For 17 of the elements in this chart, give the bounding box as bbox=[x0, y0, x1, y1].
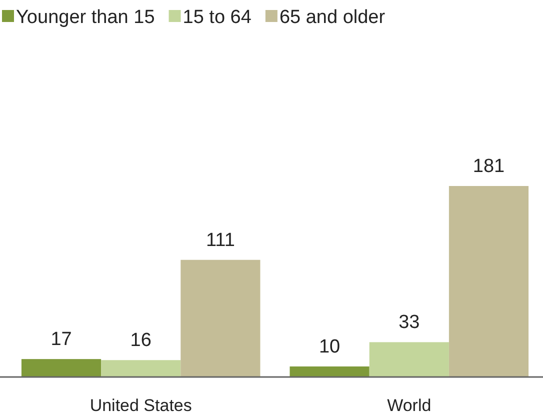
bar bbox=[290, 366, 370, 377]
data-label: 16 bbox=[130, 330, 152, 352]
legend-label: 15 to 64 bbox=[182, 7, 252, 28]
data-label: 33 bbox=[398, 312, 420, 334]
data-label: 111 bbox=[206, 230, 235, 251]
legend-label: 65 and older bbox=[279, 7, 386, 28]
data-label: 10 bbox=[318, 336, 340, 358]
x-tick-label: World bbox=[387, 396, 432, 415]
bar bbox=[448, 186, 529, 377]
bar bbox=[180, 260, 260, 377]
x-tick-label: United States bbox=[90, 396, 192, 415]
data-label: 17 bbox=[50, 329, 72, 350]
bar bbox=[101, 360, 181, 377]
data-label: 181 bbox=[472, 156, 505, 177]
bar bbox=[21, 359, 102, 377]
bar bbox=[369, 342, 449, 377]
legend-label: Younger than 15 bbox=[16, 7, 155, 28]
